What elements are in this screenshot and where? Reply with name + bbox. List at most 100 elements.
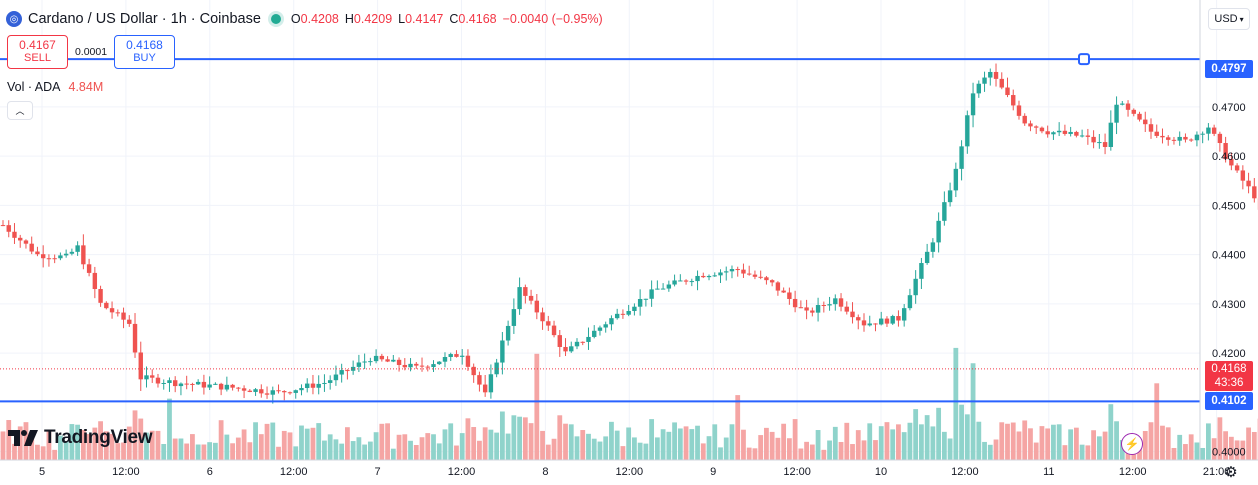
candle-body	[683, 280, 689, 282]
candle-body	[391, 359, 396, 362]
high-value: 0.4209	[353, 12, 393, 26]
candle-body	[121, 312, 126, 320]
volume-bar	[563, 423, 568, 460]
candle-body	[138, 352, 143, 380]
candle-body	[494, 362, 499, 375]
volume-bar	[109, 433, 115, 460]
volume-bar	[413, 445, 419, 460]
volume-bar	[494, 432, 500, 460]
volume-bar	[1177, 434, 1183, 460]
volume-bar	[264, 423, 270, 460]
time-tick-label: 21:00	[1203, 466, 1231, 478]
candle-body	[988, 71, 993, 78]
volume-bar	[603, 436, 609, 460]
trade-buttons: 0.4167 SELL 0.0001 0.4168 BUY	[7, 35, 175, 69]
candle-body	[1102, 142, 1108, 147]
candle-body	[953, 168, 959, 191]
volume-bar	[276, 446, 281, 460]
candle-body	[190, 383, 195, 385]
time-tick-label: 12:00	[616, 466, 644, 478]
candle-body	[626, 310, 631, 315]
candle-body	[259, 389, 264, 394]
time-tick-label: 9	[710, 466, 716, 478]
volume-bar	[1251, 431, 1257, 460]
candle-body	[299, 388, 304, 391]
volume-bar	[6, 420, 12, 460]
volume-bar	[98, 421, 103, 460]
candle-body	[856, 317, 861, 321]
volume-bar	[465, 418, 471, 460]
volume-bar	[1039, 426, 1045, 460]
volume-bar	[482, 427, 488, 460]
volume-bar	[1091, 430, 1096, 460]
volume-bar	[230, 443, 235, 460]
volume-bar	[1056, 424, 1062, 460]
volume-bar	[155, 430, 161, 460]
sell-button[interactable]: 0.4167 SELL	[7, 35, 68, 69]
volume-bar	[1142, 431, 1148, 460]
candle-body	[1217, 133, 1223, 144]
volume-bar	[1033, 442, 1039, 460]
volume-bar	[683, 426, 689, 460]
candle-body	[460, 355, 465, 357]
candle-body	[632, 306, 637, 311]
volume-bar	[758, 435, 764, 460]
volume-bar	[310, 427, 316, 460]
buy-button[interactable]: 0.4168 BUY	[114, 35, 175, 69]
collapse-legend-button[interactable]: ︿	[7, 101, 33, 120]
candle-body	[947, 190, 953, 203]
candle-body	[213, 383, 218, 385]
volume-bar	[17, 426, 23, 460]
gear-icon[interactable]: ⚙	[1224, 464, 1238, 481]
volume-bar	[890, 429, 896, 460]
volume-bar	[586, 433, 591, 460]
candle-body	[672, 280, 677, 285]
candle-body	[1160, 135, 1165, 138]
volume-bar	[626, 427, 632, 460]
symbol-title[interactable]: Cardano / US Dollar · 1h · Coinbase	[28, 11, 261, 27]
ohlc-values: O0.4208 H0.4209 L0.4147 C0.4168 −0.0040 …	[290, 12, 603, 26]
volume-bar	[1228, 436, 1234, 460]
volume-bar	[1246, 427, 1251, 460]
volume-bar	[551, 438, 557, 460]
currency-selector[interactable]: USD ▾	[1208, 8, 1250, 30]
candle-body	[178, 383, 184, 387]
low-value: 0.4147	[405, 12, 444, 26]
candle-body	[901, 308, 907, 321]
volume-bar	[844, 422, 850, 460]
volume-bar	[425, 433, 431, 460]
candle-body	[425, 366, 430, 368]
candle-body	[1016, 105, 1022, 116]
volume-bar	[752, 448, 758, 460]
candle-body	[282, 391, 287, 393]
cardano-logo-icon: ◎	[6, 11, 22, 27]
candle-body	[1114, 104, 1119, 123]
volume-bar	[1165, 427, 1171, 460]
candle-body	[86, 264, 92, 273]
candle-body	[1091, 136, 1096, 143]
lightning-icon[interactable]: ⚡	[1121, 433, 1143, 455]
price-tick-label: 0.4300	[1212, 299, 1246, 311]
volume-legend[interactable]: Vol · ADA 4.84M	[7, 80, 103, 94]
candle-body	[12, 231, 17, 238]
volume-bar	[821, 449, 827, 460]
volume-bar	[138, 418, 144, 460]
tradingview-logo[interactable]: TradingView	[8, 427, 153, 449]
candle-body	[804, 307, 809, 311]
candle-body	[264, 393, 270, 395]
candle-body	[724, 271, 729, 273]
volume-bar	[643, 443, 649, 460]
volume-bar	[1005, 423, 1010, 460]
volume-bar	[637, 442, 643, 460]
volume-bar	[345, 427, 350, 460]
volume-bar	[299, 425, 304, 460]
candle-body	[557, 335, 562, 347]
candle-body	[442, 357, 448, 362]
candle-body	[965, 115, 970, 147]
candle-body	[798, 307, 804, 309]
volume-bar	[1085, 445, 1091, 460]
candle-body	[339, 370, 344, 375]
volume-bar	[695, 425, 700, 460]
candle-body	[815, 305, 821, 313]
